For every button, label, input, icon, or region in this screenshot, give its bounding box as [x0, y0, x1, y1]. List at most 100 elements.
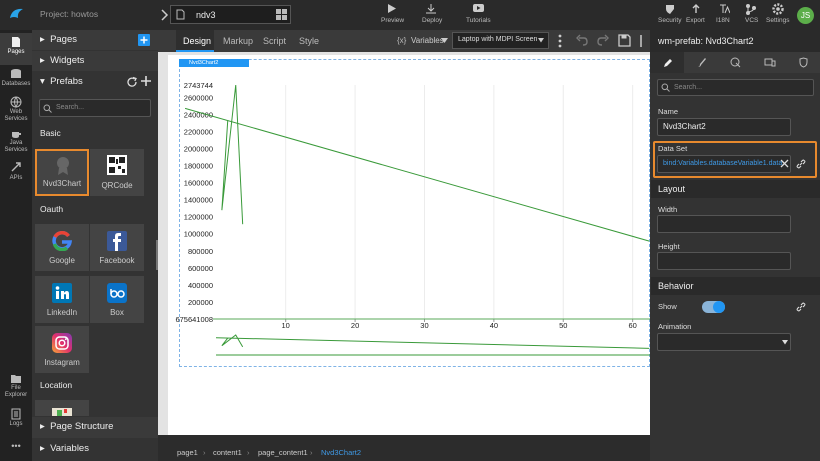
preview-label[interactable]: Preview — [381, 17, 405, 24]
deploy-label[interactable]: Deploy — [422, 17, 443, 24]
y-tick-label: 2600000 — [184, 93, 213, 102]
pages-section[interactable]: ▸ Pages — [32, 30, 158, 50]
rail-web-services[interactable]: Web Services — [4, 109, 28, 122]
vcs-label[interactable]: VCS — [745, 17, 759, 24]
chevron[interactable] — [159, 8, 169, 22]
y-tick-label: 1000000 — [184, 230, 213, 239]
prefab-tile[interactable]: LinkedIn — [35, 276, 89, 323]
export-label[interactable]: Export — [686, 17, 705, 24]
undo[interactable] — [575, 34, 589, 47]
grid-icon[interactable] — [276, 9, 287, 20]
prefab-tile[interactable]: Google — [35, 224, 89, 271]
redo[interactable] — [596, 34, 610, 47]
props-tab[interactable] — [662, 57, 673, 68]
widget-outline[interactable] — [179, 59, 650, 367]
prefab-tile[interactable] — [35, 400, 89, 416]
dropdown-caret — [782, 340, 788, 345]
web-icon[interactable] — [10, 96, 22, 108]
pages-icon[interactable] — [10, 36, 22, 48]
tile-icon — [52, 283, 72, 303]
name-input[interactable]: Nvd3Chart2 — [657, 118, 791, 136]
events-tab[interactable] — [730, 57, 741, 68]
field-label: Show — [658, 302, 677, 311]
prefab-tile[interactable]: Facebook — [90, 224, 144, 271]
widgets-section[interactable]: ▸ Widgets — [32, 51, 158, 71]
property-search[interactable]: Search... — [657, 79, 814, 96]
tab[interactable]: Script — [263, 36, 287, 46]
height-input[interactable] — [657, 252, 791, 270]
dropdown-caret — [441, 38, 448, 43]
rail-java-services[interactable]: Java Services — [4, 140, 28, 153]
section-title: Variables — [50, 443, 89, 454]
export-icon[interactable] — [690, 3, 702, 15]
crumb[interactable]: page_content1 — [258, 448, 308, 457]
styles-tab[interactable] — [696, 57, 707, 68]
clear-binding[interactable] — [780, 159, 789, 168]
variables-menu[interactable]: Variables — [411, 36, 444, 45]
security-icon[interactable] — [664, 3, 676, 15]
rail-more[interactable]: ••• — [11, 441, 21, 451]
rail-file-explorer[interactable]: File Explorer — [4, 385, 28, 398]
section-header[interactable]: Behavior — [651, 277, 820, 295]
security-label[interactable]: Security — [658, 17, 682, 24]
tab[interactable]: Design — [183, 36, 212, 46]
preview-icon[interactable] — [386, 3, 398, 14]
security-tab[interactable] — [798, 57, 809, 68]
device-select[interactable]: Laptop with MDPI Screen — [452, 32, 549, 49]
prefab-tile[interactable]: Instagram — [35, 326, 89, 373]
resize-handle[interactable] — [156, 240, 158, 270]
properties-title: wm-prefab: Nvd3Chart2 — [650, 30, 820, 52]
dataset-input[interactable]: bind:Variables.databaseVariable1.data — [657, 155, 791, 173]
i18n-label[interactable]: I18N — [716, 17, 730, 24]
deploy-icon[interactable] — [425, 3, 437, 14]
page-structure-section[interactable]: ▸ Page Structure — [32, 417, 158, 438]
tab[interactable]: Markup — [223, 36, 254, 46]
crumb[interactable]: content1 — [213, 448, 242, 457]
show-toggle[interactable] — [702, 301, 725, 313]
crumb[interactable]: page1 — [177, 448, 198, 457]
tab[interactable]: Style — [299, 36, 320, 46]
widget-tag[interactable]: Nvd3Chart2 — [179, 59, 249, 67]
settings-label[interactable]: Settings — [766, 17, 790, 24]
section-header[interactable]: Layout — [651, 180, 820, 198]
tutorials-label[interactable]: Tutorials — [466, 17, 491, 24]
rail-databases[interactable]: Databases — [1, 81, 31, 87]
crumb-active[interactable]: Nvd3Chart2 — [321, 448, 362, 457]
logs-icon[interactable] — [10, 408, 22, 420]
width-input[interactable] — [657, 215, 791, 233]
variables-section[interactable]: ▸ Variables — [32, 439, 158, 461]
tutorials-icon[interactable] — [472, 3, 485, 14]
corner-label: 675641008 — [175, 315, 213, 324]
vcs-icon[interactable] — [745, 3, 757, 15]
db-icon[interactable] — [10, 68, 22, 80]
prefab-tile[interactable]: Box — [90, 276, 144, 323]
collapse[interactable] — [640, 34, 644, 48]
y-tick-label: 600000 — [188, 264, 213, 273]
refresh[interactable] — [126, 76, 138, 88]
bind-icon[interactable] — [796, 159, 806, 169]
device-tab[interactable] — [764, 57, 776, 68]
prefab-tile[interactable]: QRCode — [90, 149, 144, 196]
rail-logs[interactable]: Logs — [9, 421, 23, 427]
rail-apis[interactable]: APIs — [9, 175, 23, 181]
api-icon[interactable] — [10, 161, 22, 173]
i18n-icon[interactable] — [718, 3, 730, 15]
prefabs-section[interactable]: ▾ Prefabs — [32, 72, 158, 92]
group-title: Basic — [40, 128, 61, 138]
add-page[interactable] — [138, 34, 150, 46]
save[interactable] — [618, 34, 631, 47]
variables-icon[interactable]: {x} — [397, 36, 407, 45]
animation-select[interactable] — [657, 333, 791, 351]
prefab-search[interactable]: Search... — [39, 99, 151, 117]
more-icon[interactable] — [558, 34, 562, 48]
prefab-tile[interactable]: Nvd3Chart — [35, 149, 89, 196]
avatar[interactable]: JS — [797, 7, 814, 24]
add-prefab[interactable] — [140, 75, 152, 87]
bind-icon[interactable] — [796, 302, 806, 312]
settings-icon[interactable] — [772, 3, 784, 15]
java-icon[interactable] — [10, 127, 22, 139]
files-icon[interactable] — [10, 373, 22, 384]
file-tab[interactable]: ndv3 — [170, 5, 291, 24]
rail-pages[interactable]: Pages — [7, 49, 25, 55]
logo[interactable] — [8, 6, 26, 24]
